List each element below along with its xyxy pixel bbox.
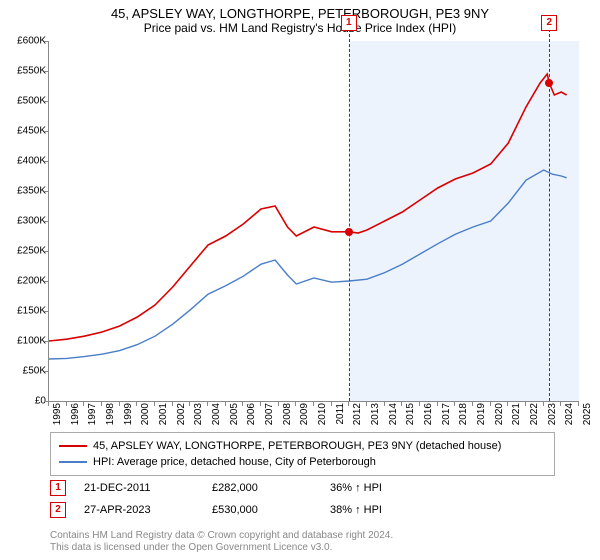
chart-container: 45, APSLEY WAY, LONGTHORPE, PETERBOROUGH… [0,0,600,560]
legend-row-hpi: HPI: Average price, detached house, City… [59,454,546,470]
footer-line2: This data is licensed under the Open Gov… [50,542,393,554]
y-tick-label: £300K [17,216,46,227]
sale-row-1: 1 21-DEC-2011 £282,000 36% ↑ HPI [50,480,555,496]
legend-row-property: 45, APSLEY WAY, LONGTHORPE, PETERBOROUGH… [59,438,546,454]
plot-area: 12 [48,41,579,402]
legend-label-property: 45, APSLEY WAY, LONGTHORPE, PETERBOROUGH… [93,438,501,454]
sale-diff: 38% ↑ HPI [330,504,450,516]
x-tick-label: 2007 [264,403,275,425]
sale-marker-1: 1 [50,480,66,496]
sale-marker-2: 2 [50,502,66,518]
legend-swatch-hpi [59,461,87,463]
marker-dot-2 [545,79,553,87]
legend-swatch-property [59,445,87,447]
sale-diff: 36% ↑ HPI [330,482,450,494]
sale-price: £530,000 [212,504,312,516]
series-line-hpi [49,170,567,359]
x-tick-label: 2015 [405,403,416,425]
x-tick-label: 2006 [246,403,257,425]
x-tick-label: 2011 [335,403,346,425]
chart-subtitle: Price paid vs. HM Land Registry's House … [0,21,600,39]
y-tick-label: £550K [17,66,46,77]
y-tick-label: £100K [17,336,46,347]
x-tick-label: 2017 [441,403,452,425]
y-tick-label: £50K [23,366,46,377]
y-tick-label: £500K [17,96,46,107]
sale-price: £282,000 [212,482,312,494]
sale-date: 21-DEC-2011 [84,482,194,494]
x-tick-label: 2005 [229,403,240,425]
x-tick-label: 2002 [176,403,187,425]
plot-svg [49,41,579,401]
y-tick-label: £200K [17,276,46,287]
legend-label-hpi: HPI: Average price, detached house, City… [93,454,376,470]
x-tick-label: 2022 [529,403,540,425]
sales-table: 1 21-DEC-2011 £282,000 36% ↑ HPI 2 27-AP… [50,480,555,524]
x-tick-label: 1998 [105,403,116,425]
chart-area: 12 £0£50K£100K£150K£200K£250K£300K£350K£… [40,41,580,421]
y-tick-label: £350K [17,186,46,197]
x-tick-label: 1999 [123,403,134,425]
footer-line1: Contains HM Land Registry data © Crown c… [50,530,393,542]
x-tick-label: 2019 [476,403,487,425]
x-tick-label: 2004 [211,403,222,425]
x-tick-label: 2012 [352,403,363,425]
x-tick-label: 2018 [458,403,469,425]
series-line-property [49,74,567,341]
marker-dot-1 [345,228,353,236]
marker-box-1: 1 [341,15,357,31]
x-tick-label: 1996 [70,403,81,425]
y-tick-label: £600K [17,36,46,47]
y-tick-label: £250K [17,246,46,257]
x-tick-label: 2001 [158,403,169,425]
y-tick-label: £400K [17,156,46,167]
sale-date: 27-APR-2023 [84,504,194,516]
x-tick-label: 2023 [547,403,558,425]
y-tick-label: £150K [17,306,46,317]
x-tick-label: 2010 [317,403,328,425]
footer-text: Contains HM Land Registry data © Crown c… [50,530,393,554]
y-tick-label: £450K [17,126,46,137]
x-tick-label: 2020 [494,403,505,425]
x-tick-label: 2024 [564,403,575,425]
x-tick-label: 1995 [52,403,63,425]
x-tick-label: 2000 [140,403,151,425]
marker-box-2: 2 [541,15,557,31]
x-tick-label: 2025 [582,403,593,425]
x-tick-label: 2003 [193,403,204,425]
x-tick-label: 2008 [282,403,293,425]
x-tick-label: 2013 [370,403,381,425]
x-tick-label: 2016 [423,403,434,425]
x-tick-label: 2021 [511,403,522,425]
x-tick-label: 2014 [388,403,399,425]
chart-title: 45, APSLEY WAY, LONGTHORPE, PETERBOROUGH… [0,0,600,21]
x-tick-label: 1997 [87,403,98,425]
x-tick-label: 2009 [299,403,310,425]
marker-vline-1 [349,29,350,401]
legend-box: 45, APSLEY WAY, LONGTHORPE, PETERBOROUGH… [50,432,555,476]
sale-row-2: 2 27-APR-2023 £530,000 38% ↑ HPI [50,502,555,518]
